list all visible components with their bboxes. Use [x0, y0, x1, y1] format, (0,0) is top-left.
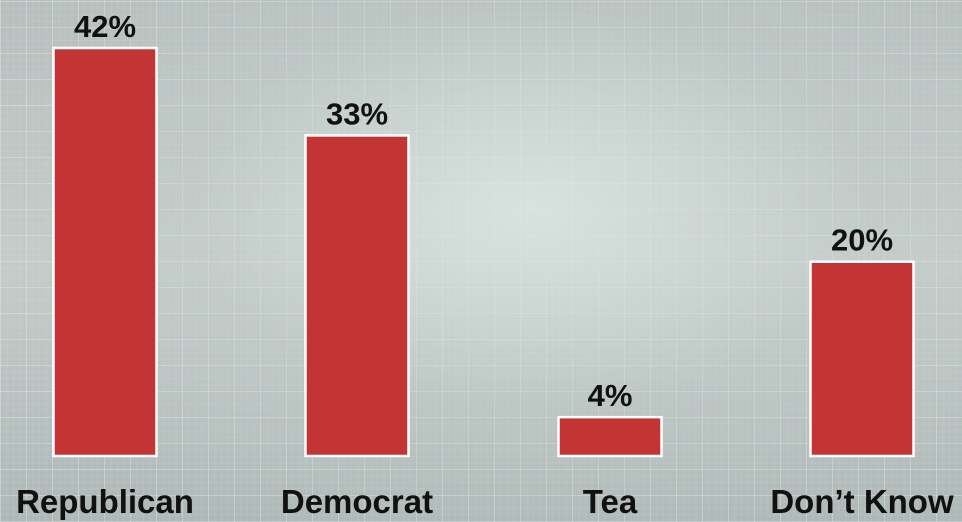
bars-group: [52, 46, 915, 458]
category-label-republican: Republican: [16, 483, 194, 520]
value-label-democrat: 33%: [326, 96, 388, 131]
bar-republican: [52, 46, 158, 458]
bar-democrat: [304, 134, 410, 458]
category-label-democrat: Democrat: [281, 483, 433, 520]
value-labels-group: 42% 33% 4% 20%: [74, 9, 893, 413]
value-label-tea: 4%: [588, 378, 633, 413]
category-label-tea: Tea: [583, 483, 638, 520]
bar-tea: [557, 415, 663, 458]
bar-don-t-know: [809, 260, 915, 458]
value-label-don-t-know: 20%: [831, 223, 893, 258]
category-label-don-t-know: Don’t Know: [770, 483, 954, 520]
category-labels-group: Republican Democrat Tea Don’t Know: [16, 483, 954, 520]
value-label-republican: 42%: [74, 9, 136, 44]
